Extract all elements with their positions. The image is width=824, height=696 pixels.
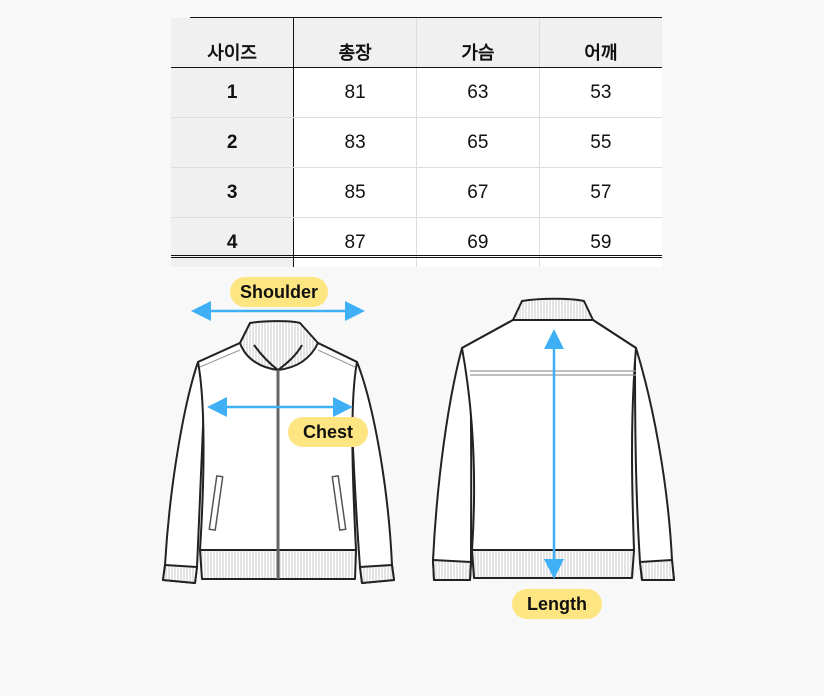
table-row: 1 81 63 53: [171, 67, 662, 118]
size-cell: 4: [171, 217, 295, 267]
chest-cell: 69: [416, 217, 540, 267]
size-cell: 1: [171, 67, 295, 118]
back-collar: [512, 297, 594, 321]
length-label: Length: [512, 589, 602, 619]
front-left-cuff: [162, 564, 198, 584]
length-cell: 81: [293, 67, 417, 118]
back-body: [461, 319, 637, 551]
chest-cell: 67: [416, 167, 540, 218]
table-top-border: [190, 17, 662, 18]
header-size: 사이즈: [171, 18, 295, 68]
table-row: 2 83 65 55: [171, 117, 662, 168]
length-cell: 83: [293, 117, 417, 168]
length-cell: 85: [293, 167, 417, 218]
front-collar: [239, 320, 319, 371]
size-table: 사이즈 총장 가슴 어깨 1 81 63 53 2 83 65 55 3 85 …: [171, 18, 662, 267]
table-row: 3 85 67 57: [171, 167, 662, 218]
header-shoulder: 어깨: [538, 18, 662, 68]
chest-cell: 65: [416, 117, 540, 168]
shoulder-label: Shoulder: [230, 277, 328, 307]
back-right-cuff: [639, 559, 675, 581]
shoulder-cell: 53: [538, 67, 662, 118]
chest-cell: 63: [416, 67, 540, 118]
header-length: 총장: [293, 18, 417, 68]
table-row: 4 87 69 59: [171, 217, 662, 267]
front-right-cuff: [359, 564, 395, 584]
front-jacket: [162, 320, 395, 584]
chest-label: Chest: [288, 417, 368, 447]
table-bottom-border: [171, 255, 662, 258]
size-cell: 3: [171, 167, 295, 218]
shoulder-cell: 57: [538, 167, 662, 218]
table-header-row: 사이즈 총장 가슴 어깨: [171, 18, 662, 68]
back-left-cuff: [432, 559, 472, 581]
shoulder-cell: 59: [538, 217, 662, 267]
shoulder-cell: 55: [538, 117, 662, 168]
header-chest: 가슴: [416, 18, 540, 68]
